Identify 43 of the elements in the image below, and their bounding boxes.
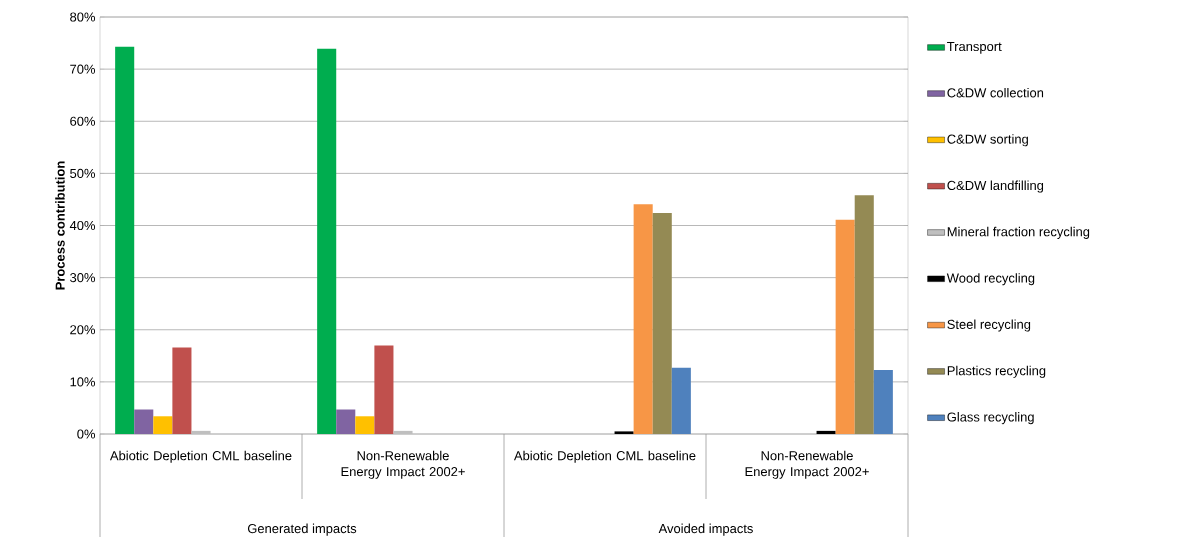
bar (191, 430, 211, 434)
bar (355, 416, 375, 434)
legend-label: Transport (947, 42, 1002, 54)
bar (374, 345, 394, 434)
x-tick-label: Non-Renewable Energy Impact 2002+ (341, 450, 465, 479)
bar (115, 46, 135, 434)
legend-label: Steel recycling (947, 319, 1031, 332)
y-tick-label: 0% (77, 429, 96, 439)
x-tick-label: Non-Renewable Energy Impact 2002+ (745, 450, 869, 479)
legend-label: Plastics recycling (947, 365, 1046, 378)
legend-label: C&DW collection (947, 87, 1044, 98)
legend-label: Glass recycling (947, 412, 1034, 425)
bar (816, 430, 836, 434)
bar (153, 416, 173, 434)
y-axis-title: Process contribution (55, 161, 65, 290)
text: Generated impacts (247, 523, 357, 536)
bar (652, 212, 672, 434)
y-tick-label: 10% (70, 377, 96, 387)
y-tick-label: 60% (70, 116, 96, 126)
y-tick-label: 20% (70, 325, 96, 335)
x-tick-label: Abiotic Depletion CML baseline (513, 450, 696, 463)
bar (835, 219, 855, 434)
legend-label: Wood recycling (946, 273, 1035, 286)
bar (134, 409, 154, 434)
x-tick-label: Abiotic Depletion CML baseline (109, 450, 292, 463)
bar (336, 409, 356, 434)
bar (317, 48, 337, 434)
y-tick-label: 80% (70, 12, 96, 22)
legend-label: C&DW sorting (947, 134, 1028, 147)
legend-label: C&DW landfilling (947, 180, 1044, 193)
bar (873, 369, 893, 434)
y-tick-label: 50% (70, 168, 96, 178)
legend-label: Mineral fraction recycling (947, 226, 1090, 239)
bar (633, 204, 653, 434)
y-tick-label: 30% (70, 273, 96, 283)
bar (614, 431, 634, 434)
bar (393, 430, 413, 434)
y-tick-label: 70% (70, 64, 96, 74)
bar (172, 347, 192, 434)
text: Avoided impacts (658, 523, 753, 536)
bar (854, 195, 874, 434)
bar (671, 367, 691, 434)
y-tick-label: 40% (69, 220, 96, 231)
